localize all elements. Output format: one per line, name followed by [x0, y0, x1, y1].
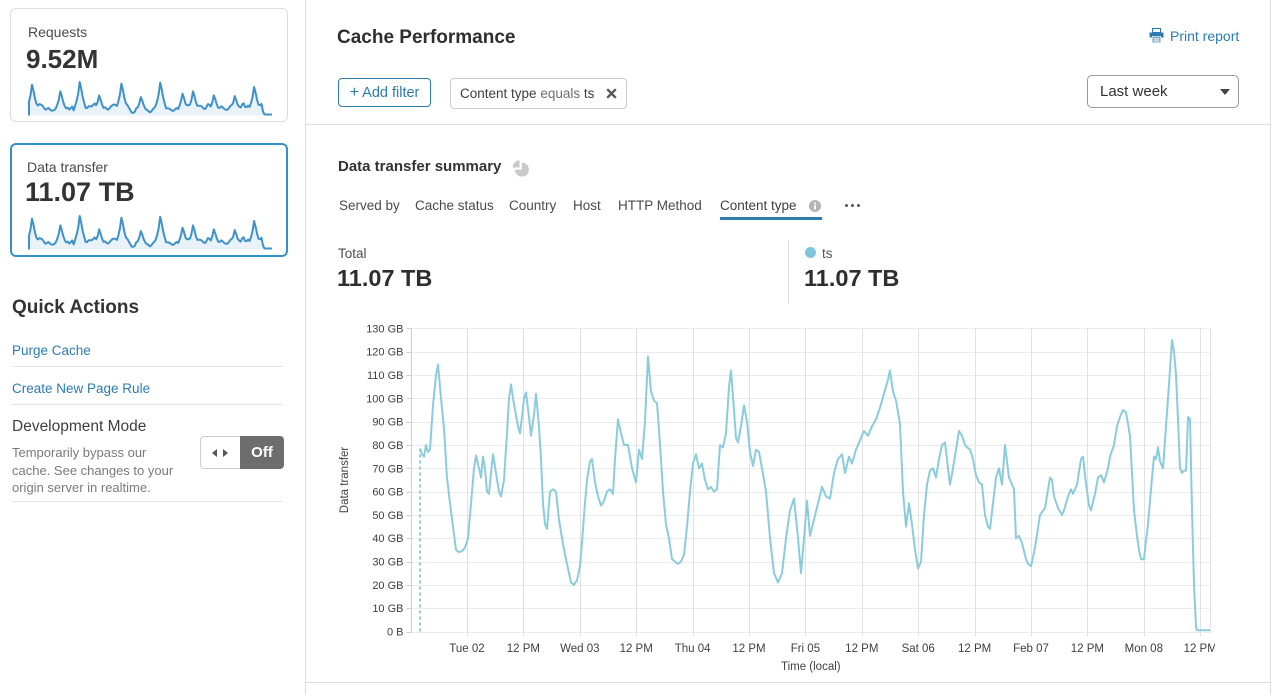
svg-text:0 B: 0 B [387, 627, 404, 639]
svg-text:12 PM: 12 PM [845, 643, 878, 655]
svg-text:120 GB: 120 GB [366, 347, 403, 359]
svg-text:40 GB: 40 GB [372, 533, 403, 545]
svg-text:90 GB: 90 GB [372, 417, 403, 429]
svg-text:Data transfer: Data transfer [339, 447, 351, 514]
svg-text:110 GB: 110 GB [367, 370, 404, 382]
svg-text:Mon 08: Mon 08 [1125, 643, 1163, 655]
svg-text:Wed 03: Wed 03 [560, 643, 599, 655]
svg-text:Tue 02: Tue 02 [449, 643, 484, 655]
svg-text:12 PM: 12 PM [958, 643, 991, 655]
svg-text:30 GB: 30 GB [372, 557, 403, 569]
svg-text:Time (local): Time (local) [781, 661, 841, 673]
svg-text:130 GB: 130 GB [366, 323, 403, 335]
svg-text:12 PM: 12 PM [620, 643, 653, 655]
svg-text:12 PM: 12 PM [507, 643, 540, 655]
svg-text:Feb 07: Feb 07 [1013, 643, 1049, 655]
svg-text:12 PM: 12 PM [732, 643, 765, 655]
svg-text:12 PM: 12 PM [1184, 643, 1215, 655]
svg-text:12 PM: 12 PM [1071, 643, 1104, 655]
svg-text:70 GB: 70 GB [372, 463, 403, 475]
svg-text:50 GB: 50 GB [372, 510, 403, 522]
svg-text:Thu 04: Thu 04 [675, 643, 711, 655]
svg-text:20 GB: 20 GB [372, 580, 403, 592]
svg-text:80 GB: 80 GB [372, 440, 403, 452]
svg-text:Sat 06: Sat 06 [902, 643, 935, 655]
svg-text:10 GB: 10 GB [372, 603, 403, 615]
svg-text:60 GB: 60 GB [372, 487, 403, 499]
svg-text:100 GB: 100 GB [366, 393, 403, 405]
svg-text:Fri 05: Fri 05 [791, 643, 820, 655]
